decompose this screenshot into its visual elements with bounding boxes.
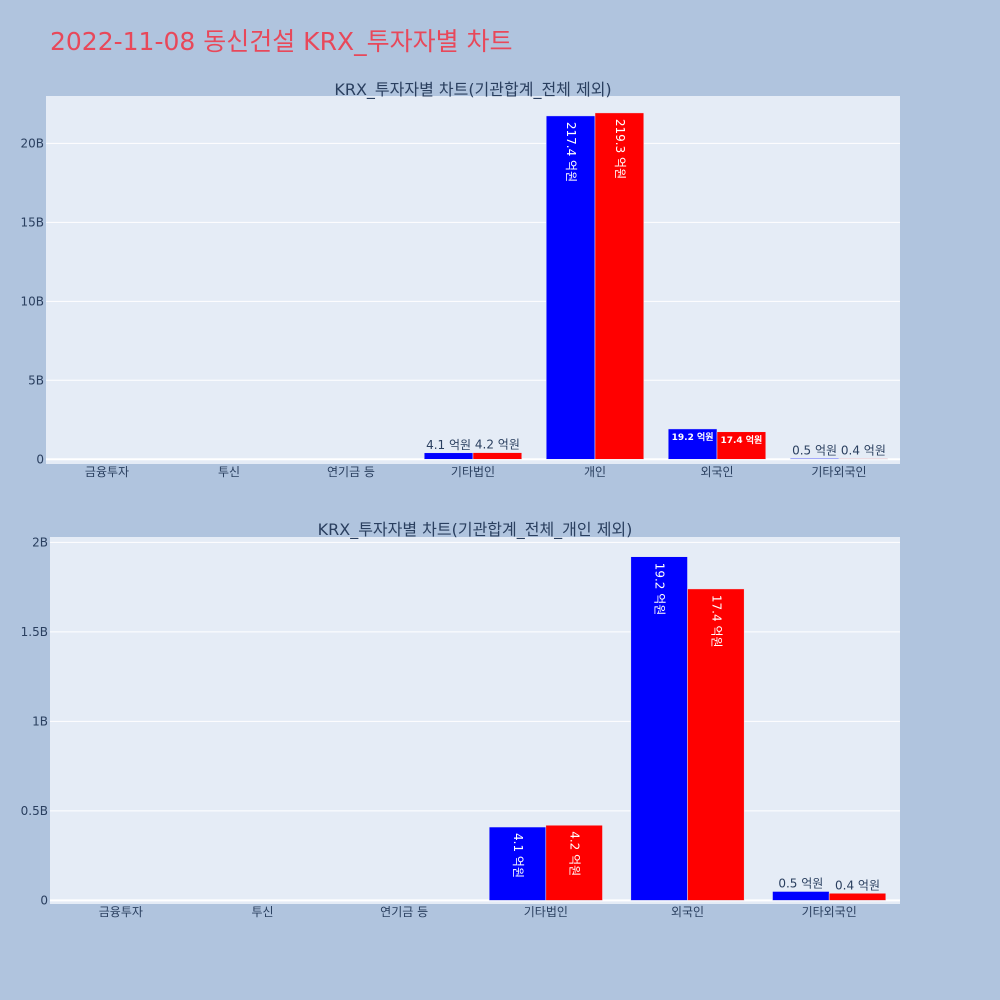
data-label: 0.4 억원 [835, 878, 880, 892]
bar [828, 893, 887, 901]
bar [472, 452, 523, 460]
bar [716, 431, 767, 460]
data-label: 217.4 억원 [564, 122, 578, 182]
x-tick-label: 연기금 등 [380, 905, 428, 919]
y-tick-label: 10B [20, 294, 44, 308]
chart-bottom: 0 0.5B 1B 1.5B 2B KRX_투자자별 차트(기관합계_전체_개인 제외) 금… [21, 520, 900, 919]
data-label: 4.1 억원 [426, 438, 471, 452]
bar [838, 458, 889, 460]
y-tick-label: 5B [28, 373, 44, 387]
y-tick-label: 15B [20, 215, 44, 229]
bar [594, 112, 645, 460]
x-tick-label: 금융투자 [99, 905, 143, 919]
x-tick-label: 기타외국인 [802, 905, 857, 919]
data-label: 4.1 억원 [511, 833, 525, 878]
plot-area [46, 96, 900, 464]
data-label: 19.2 억원 [672, 431, 714, 443]
chart-title: KRX_투자자별 차트(기관합계_전체_개인 제외) [318, 520, 633, 540]
x-tick-label: 기타법인 [524, 905, 568, 919]
x-tick-label: 외국인 [671, 905, 704, 919]
x-tick-label: 투신 [218, 465, 240, 479]
y-tick-label: 0 [40, 893, 48, 907]
x-tick-label: 연기금 등 [327, 465, 375, 479]
bar [687, 588, 745, 901]
data-label: 17.4 억원 [720, 434, 762, 446]
chart-top: 0 5B 10B 15B 20B KRX_투자자별 차트(기관합계_전체 제외) 금융투자 투… [20, 80, 900, 479]
data-label: 17.4 억원 [709, 595, 723, 648]
bar [423, 452, 474, 460]
y-tick-label: 20B [20, 136, 44, 150]
y-tick-label: 1B [32, 714, 48, 728]
data-label: 0.5 억원 [792, 443, 837, 457]
bar [488, 826, 547, 901]
data-label: 219.3 억원 [613, 119, 627, 179]
x-tick-label: 금융투자 [85, 465, 129, 479]
x-tick-label: 기타법인 [451, 465, 495, 479]
y-tick-label: 2B [32, 535, 48, 549]
y-tick-label: 0 [36, 452, 44, 466]
chart-title: KRX_투자자별 차트(기관합계_전체 제외) [334, 80, 611, 100]
data-label: 19.2 억원 [653, 563, 667, 616]
bar [789, 458, 840, 460]
y-tick-label: 0.5B [21, 804, 48, 818]
y-tick-label: 1.5B [21, 625, 48, 639]
data-label: 0.4 억원 [841, 444, 886, 458]
x-tick-label: 개인 [584, 465, 606, 479]
x-tick-label: 투신 [251, 905, 273, 919]
data-label: 4.2 억원 [568, 831, 582, 876]
data-label: 0.5 억원 [778, 876, 823, 890]
bar [630, 556, 688, 901]
x-tick-label: 기타외국인 [811, 465, 866, 479]
page-title: 2022-11-08 동신건설 KRX_투자자별 차트 [50, 27, 513, 56]
bar [545, 824, 603, 901]
plot-area [50, 537, 900, 904]
x-tick-label: 외국인 [700, 465, 733, 479]
bar [545, 115, 596, 460]
data-label: 4.2 억원 [475, 438, 520, 452]
bar [772, 891, 830, 901]
